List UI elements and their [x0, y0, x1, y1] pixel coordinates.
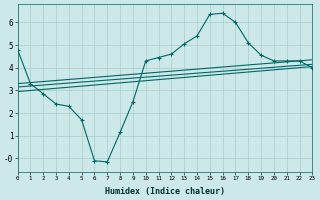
- X-axis label: Humidex (Indice chaleur): Humidex (Indice chaleur): [105, 187, 225, 196]
